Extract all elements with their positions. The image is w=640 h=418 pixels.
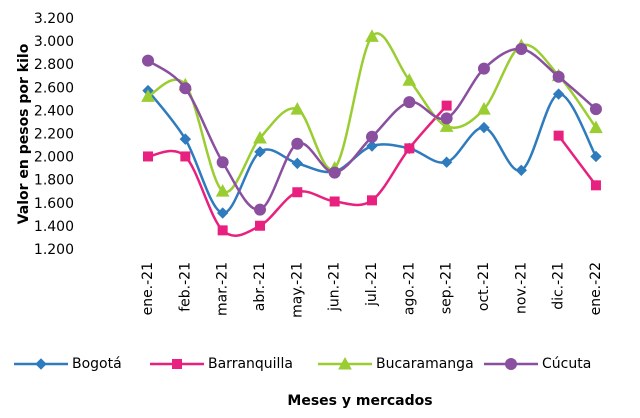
y-tick-label: 2.000 bbox=[34, 150, 74, 166]
data-point bbox=[141, 89, 155, 102]
x-tick-label: jul.-21 bbox=[364, 262, 380, 307]
data-point bbox=[329, 196, 340, 207]
legend-marker bbox=[505, 358, 517, 370]
data-point bbox=[142, 54, 154, 67]
data-point bbox=[402, 73, 417, 86]
y-tick-label: 1.800 bbox=[34, 173, 74, 189]
data-point bbox=[291, 157, 304, 170]
series-line bbox=[147, 32, 597, 194]
data-point bbox=[441, 100, 452, 111]
legend-label: Cúcuta bbox=[542, 356, 591, 372]
legend-label: Bogotá bbox=[72, 356, 122, 372]
data-point bbox=[552, 70, 565, 83]
legend-label: Bucaramanga bbox=[376, 356, 474, 372]
x-tick-label: mar.-21 bbox=[215, 262, 231, 316]
y-tick-label: 1.600 bbox=[34, 196, 74, 212]
series-line bbox=[147, 47, 597, 211]
data-point bbox=[291, 137, 304, 150]
x-tick-label: abr.-21 bbox=[252, 262, 268, 311]
x-axis-title: Meses y mercados bbox=[287, 393, 432, 409]
data-point bbox=[179, 133, 192, 145]
data-point bbox=[366, 140, 378, 152]
legend-marker bbox=[338, 356, 352, 370]
data-point bbox=[365, 130, 378, 143]
legend-label: Barranquilla bbox=[208, 356, 293, 372]
data-point bbox=[216, 207, 229, 219]
data-point bbox=[440, 156, 453, 168]
data-point bbox=[440, 112, 453, 125]
series-line bbox=[147, 89, 598, 215]
data-point bbox=[477, 102, 491, 115]
y-tick-label: 3.000 bbox=[34, 34, 74, 50]
data-point bbox=[404, 143, 415, 154]
data-point bbox=[365, 29, 379, 42]
data-point bbox=[215, 184, 230, 197]
y-tick-label: 2.800 bbox=[34, 57, 74, 73]
data-point bbox=[403, 96, 416, 109]
data-point bbox=[478, 121, 490, 134]
data-point bbox=[552, 88, 565, 100]
data-point bbox=[589, 103, 602, 116]
data-point bbox=[439, 119, 454, 132]
data-point bbox=[180, 151, 191, 162]
x-tick-label: may.-21 bbox=[289, 262, 305, 318]
x-tick-label: ene.-21 bbox=[140, 262, 156, 315]
data-point bbox=[515, 43, 528, 56]
y-tick-label: 2.600 bbox=[34, 80, 74, 96]
x-tick-label: oct.-21 bbox=[476, 262, 492, 311]
data-point bbox=[179, 82, 192, 95]
x-tick-label: dic.-21 bbox=[551, 262, 567, 310]
data-point bbox=[254, 220, 265, 231]
legend-marker bbox=[172, 359, 182, 369]
data-point bbox=[292, 187, 303, 198]
y-tick-label: 3.200 bbox=[34, 11, 74, 27]
x-tick-label: ago.-21 bbox=[401, 262, 417, 315]
y-tick-label: 2.400 bbox=[34, 103, 74, 119]
data-point bbox=[217, 225, 228, 236]
data-point bbox=[590, 180, 601, 191]
data-point bbox=[590, 150, 602, 163]
x-tick-label: nov.-21 bbox=[513, 262, 529, 314]
x-tick-label: sep.-21 bbox=[439, 262, 455, 314]
data-point bbox=[290, 102, 305, 115]
data-point bbox=[254, 146, 266, 158]
data-point bbox=[589, 120, 603, 134]
data-point bbox=[515, 164, 528, 177]
data-point bbox=[253, 203, 266, 216]
data-point bbox=[553, 130, 564, 141]
x-tick-label: jun.-21 bbox=[327, 262, 343, 312]
y-tick-label: 1.400 bbox=[34, 219, 74, 235]
x-tick-label: ene.-22 bbox=[588, 262, 604, 315]
x-tick-label: feb.-21 bbox=[177, 262, 193, 312]
data-point bbox=[143, 151, 153, 162]
data-point bbox=[216, 156, 229, 169]
data-point bbox=[477, 62, 490, 75]
y-tick-label: 1.200 bbox=[34, 242, 74, 258]
y-tick-label: 2.200 bbox=[34, 127, 74, 143]
series-line bbox=[147, 104, 597, 237]
y-axis-title: Valor en pesos por kilo bbox=[16, 43, 32, 224]
data-point bbox=[366, 195, 377, 206]
legend-marker bbox=[35, 358, 47, 370]
data-point bbox=[328, 166, 341, 179]
data-point bbox=[253, 130, 267, 144]
